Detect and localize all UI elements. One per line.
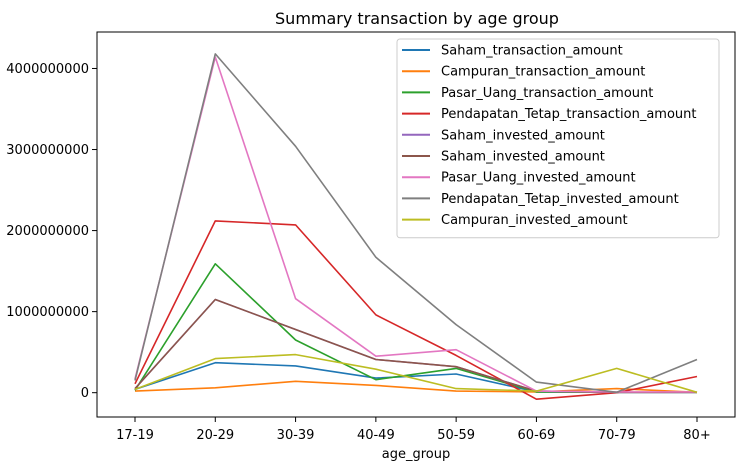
legend: Saham_transaction_amount Campuran_transac… bbox=[396, 38, 720, 239]
legend-entry: Saham_transaction_amount bbox=[441, 44, 623, 59]
x-tick-label: 30-39 bbox=[277, 428, 315, 443]
series-line-3 bbox=[134, 220, 698, 401]
legend-entry: Pendapatan_Tetap_invested_amount bbox=[441, 192, 679, 207]
plot-frame bbox=[96, 31, 736, 418]
legend-entry: Pasar_Uang_invested_amount bbox=[441, 171, 636, 186]
x-tick-label: 50-59 bbox=[437, 428, 475, 443]
legend-entry: Pendapatan_Tetap_transaction_amount bbox=[441, 107, 697, 122]
x-tick-label: 40-49 bbox=[357, 428, 395, 443]
x-tick-label: 20-29 bbox=[196, 428, 234, 443]
legend-entry: Saham_invested_amount bbox=[441, 128, 605, 143]
legend-entry: Campuran_invested_amount bbox=[441, 213, 628, 228]
series-line-6 bbox=[134, 56, 697, 393]
legend-entry: Pasar_Uang_transaction_amount bbox=[441, 86, 653, 101]
y-tick-label: 3000000000 bbox=[6, 143, 89, 158]
series-line-8 bbox=[134, 353, 698, 394]
plot-area bbox=[134, 53, 698, 401]
series-line-7 bbox=[134, 53, 698, 394]
legend-box bbox=[396, 38, 720, 239]
x-tick-label: 17-19 bbox=[116, 428, 154, 443]
x-tick-label: 60-69 bbox=[518, 428, 556, 443]
y-tick-label: 2000000000 bbox=[6, 224, 89, 239]
series-line-2 bbox=[134, 262, 697, 394]
chart-title: Summary transaction by age group bbox=[275, 9, 559, 28]
series-line-1 bbox=[134, 380, 698, 394]
y-tick-label: 0 bbox=[81, 386, 89, 401]
legend-entry: Saham_invested_amount bbox=[441, 150, 605, 165]
x-tick-label: 80+ bbox=[683, 428, 710, 443]
x-tick-label: 70-79 bbox=[598, 428, 636, 443]
y-tick-label: 1000000000 bbox=[6, 305, 89, 320]
y-axis: 0 1000000000 2000000000 3000000000 400000000… bbox=[6, 62, 97, 401]
x-axis: 17-19 20-29 30-39 40-49 50-59 60-69 70-79 80+ bbox=[116, 417, 711, 443]
x-axis-label: age_group bbox=[382, 447, 450, 462]
y-tick-label: 4000000000 bbox=[6, 62, 89, 77]
legend-entry: Campuran_transaction_amount bbox=[441, 65, 645, 80]
